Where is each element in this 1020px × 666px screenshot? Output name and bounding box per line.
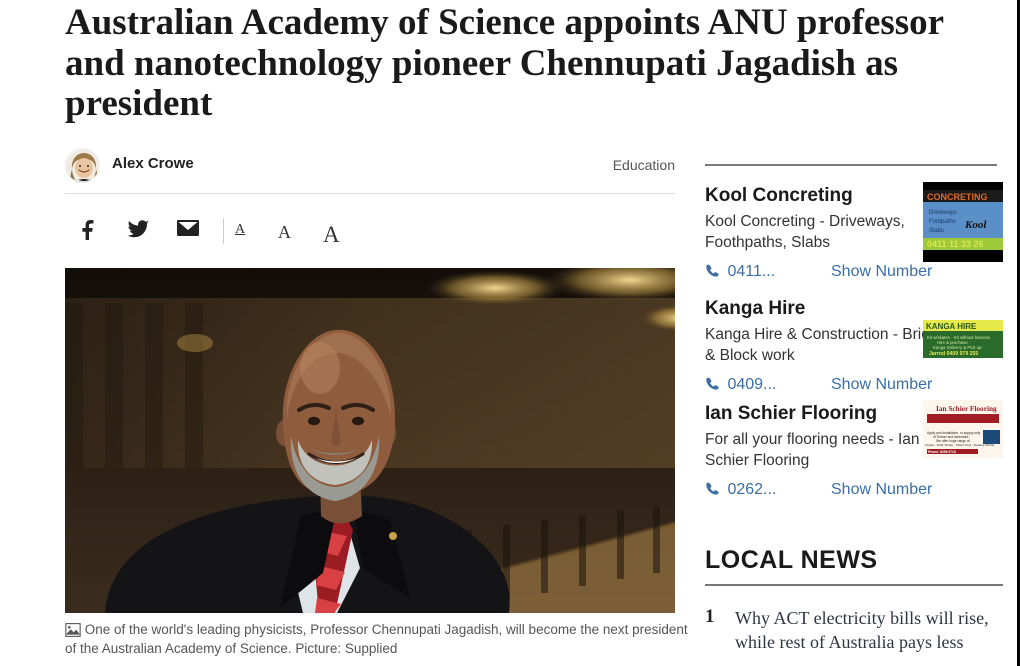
svg-text:Carpet - Solid Timber - Sheet: Carpet - Solid Timber - Sheet Vinyl - Fl… [925,443,994,447]
svg-text:CONCRETING: CONCRETING [927,192,988,202]
svg-text:Ian Schier Flooring: Ian Schier Flooring [936,404,997,413]
svg-text:Kool: Kool [964,219,987,231]
svg-text:Footpaths: Footpaths [929,219,956,225]
svg-text:Kanga Delivery & Pick up: Kanga Delivery & Pick up [933,345,982,350]
svg-text:0411 11 33 26: 0411 11 33 26 [927,239,984,249]
svg-text:Phone: 6259 0718: Phone: 6259 0718 [928,450,956,454]
svg-text:KANGA HIRE: KANGA HIRE [926,322,977,331]
svg-text:Jarrod 0409 979 255: Jarrod 0409 979 255 [929,351,978,357]
svg-text:Driveways: Driveways [929,210,957,216]
svg-text:Slabs: Slabs [929,228,944,234]
